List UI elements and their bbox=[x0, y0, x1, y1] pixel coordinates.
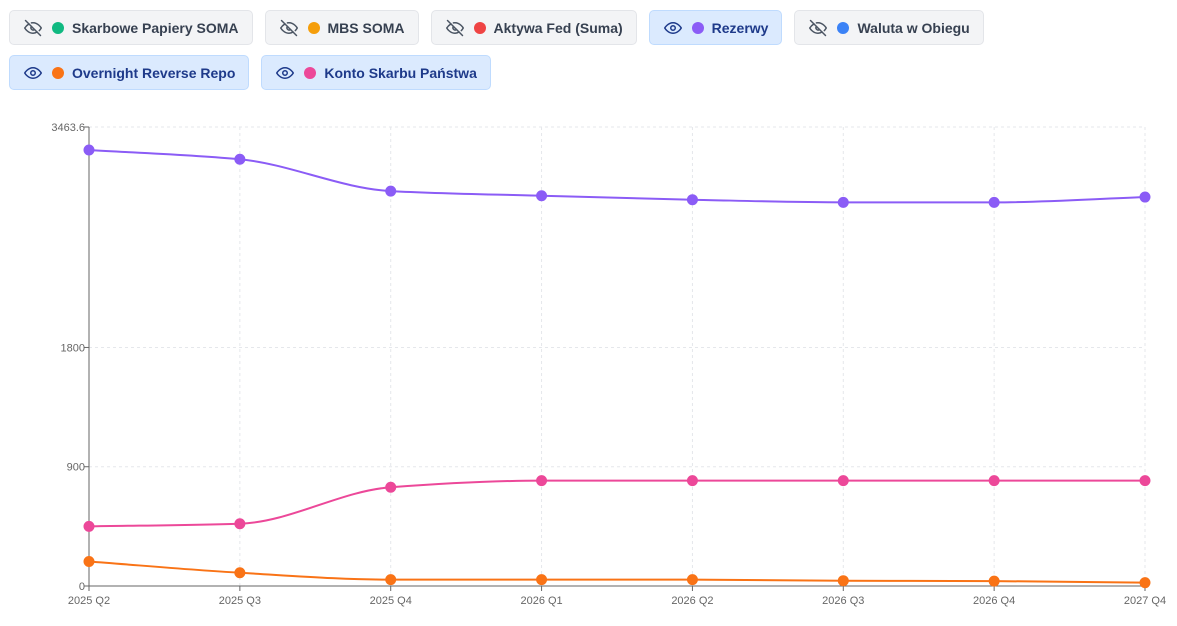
eye-off-icon bbox=[809, 19, 828, 37]
legend-color-dot bbox=[691, 21, 704, 34]
legend-label: Konto Skarbu Państwa bbox=[324, 64, 477, 81]
legend-label: MBS SOMA bbox=[327, 19, 405, 36]
legend-label: Overnight Reverse Repo bbox=[72, 64, 236, 81]
legend-label: Rezerwy bbox=[711, 19, 769, 36]
legend-color-dot bbox=[473, 21, 486, 34]
x-tick-label: 2025 Q4 bbox=[370, 595, 412, 607]
eye-off-icon bbox=[445, 19, 464, 37]
legend-label: Aktywa Fed (Suma) bbox=[493, 19, 623, 36]
y-tick-label: 900 bbox=[67, 462, 85, 474]
data-point-overnight-reverse-repo bbox=[988, 575, 1000, 587]
data-point-rezerwy bbox=[837, 196, 849, 208]
x-tick-label: 2027 Q4 bbox=[1124, 595, 1166, 607]
legend-color-dot bbox=[304, 66, 317, 79]
legend-color-dot bbox=[307, 21, 320, 34]
legend-label: Waluta w Obiegu bbox=[857, 19, 970, 36]
data-point-overnight-reverse-repo bbox=[385, 574, 397, 586]
data-point-konto-skarbu-panstwa bbox=[536, 475, 548, 487]
data-point-konto-skarbu-panstwa bbox=[385, 481, 397, 493]
x-tick-label: 2026 Q4 bbox=[973, 595, 1015, 607]
legend-toggle-overnight-reverse-repo[interactable]: Overnight Reverse Repo bbox=[9, 55, 250, 90]
axes: 0 900 1800 3463.6 2025 Q2 2025 Q3 2025 Q4 2026 … bbox=[51, 122, 1166, 607]
data-point-rezerwy bbox=[536, 190, 548, 202]
x-tick-label: 2026 Q3 bbox=[822, 595, 864, 607]
series-line-overnight-reverse-repo bbox=[88, 560, 1146, 584]
data-point-konto-skarbu-panstwa bbox=[1139, 475, 1151, 487]
data-point-rezerwy bbox=[234, 153, 246, 165]
eye-icon bbox=[663, 19, 682, 37]
legend-label: Skarbowe Papiery SOMA bbox=[72, 19, 239, 36]
x-tick-label: 2025 Q3 bbox=[219, 595, 261, 607]
eye-icon bbox=[276, 64, 295, 82]
legend-color-dot bbox=[837, 21, 850, 34]
data-point-overnight-reverse-repo bbox=[1139, 577, 1151, 589]
data-point-rezerwy bbox=[686, 194, 698, 206]
data-point-rezerwy bbox=[385, 185, 397, 197]
legend: Skarbowe Papiery SOMA MBS SOMA Aktywa Fed … bbox=[9, 10, 1169, 90]
legend-toggle-waluta-w-obiegu[interactable]: Waluta w Obiegu bbox=[794, 10, 984, 45]
data-point-overnight-reverse-repo bbox=[83, 555, 95, 567]
legend-toggle-aktywa-fed-suma[interactable]: Aktywa Fed (Suma) bbox=[430, 10, 637, 45]
x-tick-label: 2026 Q1 bbox=[520, 595, 562, 607]
eye-off-icon bbox=[24, 19, 42, 37]
legend-color-dot bbox=[52, 66, 64, 79]
eye-off-icon bbox=[279, 19, 298, 37]
x-tick-label: 2025 Q2 bbox=[68, 595, 110, 607]
series-line-konto-skarbu-panstwa bbox=[88, 479, 1145, 528]
data-point-overnight-reverse-repo bbox=[686, 574, 698, 586]
data-point-rezerwy bbox=[1139, 191, 1151, 203]
legend-color-dot bbox=[52, 21, 64, 34]
y-tick-label: 0 bbox=[79, 581, 85, 593]
grid bbox=[88, 126, 1146, 587]
y-tick-label: 1800 bbox=[61, 342, 85, 354]
data-point-konto-skarbu-panstwa bbox=[686, 475, 698, 487]
data-point-overnight-reverse-repo bbox=[234, 567, 246, 579]
data-point-konto-skarbu-panstwa bbox=[234, 518, 246, 530]
data-point-konto-skarbu-panstwa bbox=[837, 475, 849, 487]
legend-toggle-rezerwy[interactable]: Rezerwy bbox=[648, 10, 783, 45]
data-point-overnight-reverse-repo bbox=[837, 575, 849, 587]
legend-toggle-mbs-soma[interactable]: MBS SOMA bbox=[264, 10, 419, 45]
data-point-konto-skarbu-panstwa bbox=[83, 520, 95, 532]
series-line-rezerwy bbox=[88, 149, 1146, 204]
legend-toggle-skarbowe-papiery-soma[interactable]: Skarbowe Papiery SOMA bbox=[9, 10, 253, 45]
data-point-overnight-reverse-repo bbox=[536, 574, 548, 586]
y-tick-label: 3463.6 bbox=[51, 122, 85, 134]
legend-toggle-konto-skarbu-panstwa[interactable]: Konto Skarbu Państwa bbox=[261, 55, 491, 90]
data-point-rezerwy bbox=[988, 196, 1000, 208]
x-tick-label: 2026 Q2 bbox=[671, 595, 713, 607]
series bbox=[83, 144, 1151, 589]
data-point-rezerwy bbox=[83, 144, 95, 156]
eye-icon bbox=[24, 64, 42, 82]
data-point-konto-skarbu-panstwa bbox=[988, 475, 1000, 487]
